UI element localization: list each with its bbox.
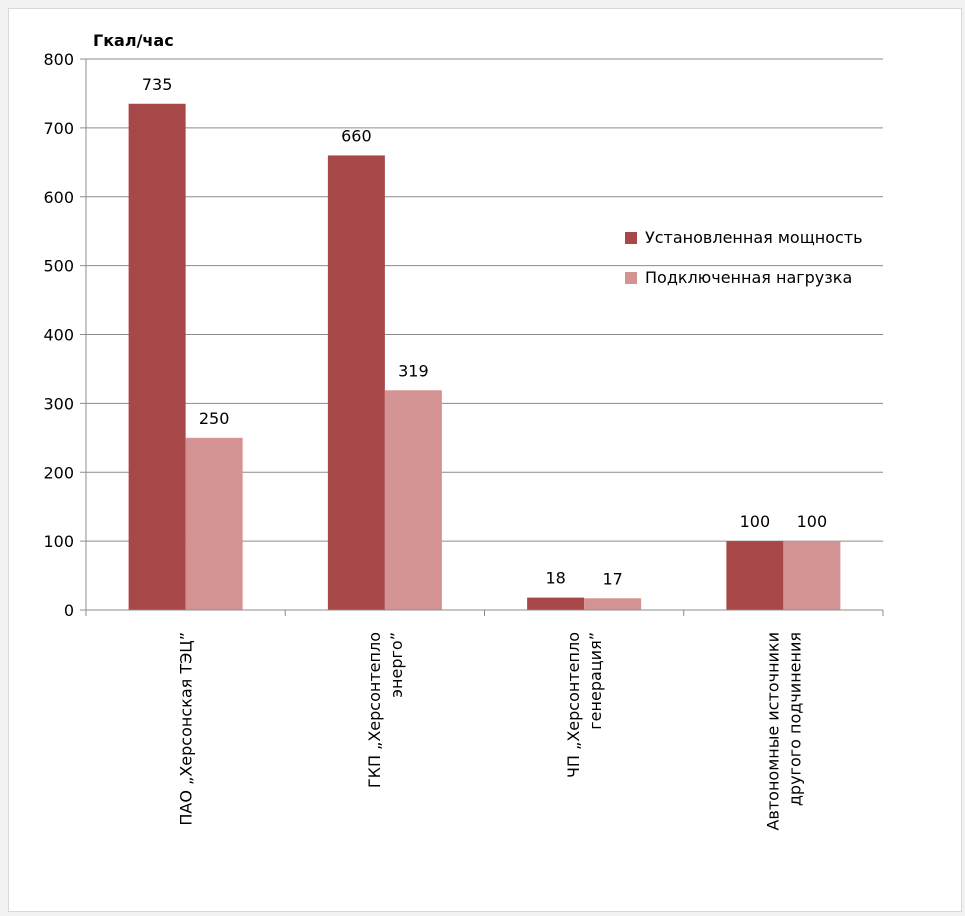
legend: Установленная мощность Подключенная нагру…	[625, 228, 863, 287]
data-labels: 735 250 660 319 18 17 100 100	[142, 75, 827, 589]
axes	[85, 59, 884, 616]
y-tick-label: 500	[43, 257, 74, 276]
bar	[384, 390, 442, 610]
bar	[185, 437, 243, 610]
legend-label: Подключенная нагрузка	[645, 268, 852, 287]
x-category-label: ГКП „Херсонтепло энерго”	[365, 632, 406, 788]
x-category-label-line: ЧП „Херсонтепло	[564, 632, 583, 778]
y-tick-labels: 0 100 200 300 400 500 600 700 800	[43, 50, 74, 620]
data-label: 250	[199, 409, 230, 428]
x-category-label-line: энерго”	[387, 632, 406, 698]
y-tick-label: 800	[43, 50, 74, 69]
bar	[783, 541, 841, 610]
bar	[726, 541, 784, 610]
bar-chart: 0 100 200 300 400 500 600 700 800 Гкал/час 735 25…	[43, 31, 884, 831]
data-label: 319	[398, 361, 429, 380]
bar	[584, 598, 642, 610]
y-tick-label: 100	[43, 532, 74, 551]
x-tick-labels: ПАО „Херсонская ТЭЦ” ГКП „Херсонтепло энер…	[177, 632, 805, 831]
bar	[327, 155, 385, 611]
y-tick-label: 300	[43, 394, 74, 413]
y-tick-label: 200	[43, 463, 74, 482]
y-axis-label: Гкал/час	[93, 31, 174, 50]
x-category-label: ПАО „Херсонская ТЭЦ”	[177, 632, 196, 826]
data-label: 100	[740, 512, 771, 531]
bars	[128, 103, 841, 611]
data-label: 660	[341, 126, 372, 145]
legend-swatch	[625, 232, 637, 244]
y-tick-label: 400	[43, 326, 74, 345]
x-category-label: ЧП „Херсонтепло генерация”	[564, 632, 605, 778]
y-tick-label: 0	[64, 601, 74, 620]
y-tick-label: 700	[43, 119, 74, 138]
data-label: 17	[602, 569, 622, 588]
x-category-label: Автономные источники другого подчинения	[763, 632, 804, 831]
legend-label: Установленная мощность	[645, 228, 863, 247]
data-label: 100	[797, 512, 828, 531]
x-category-label-line: генерация”	[586, 632, 605, 730]
y-tick-label: 600	[43, 188, 74, 207]
x-category-label-line: ГКП „Херсонтепло	[365, 632, 384, 788]
data-label: 735	[142, 75, 173, 94]
x-category-label-line: другого подчинения	[785, 632, 804, 806]
bar	[128, 103, 186, 611]
data-label: 18	[545, 569, 565, 588]
bar	[527, 597, 585, 610]
x-category-label-line: ПАО „Херсонская ТЭЦ”	[177, 632, 196, 826]
chart-frame: 0 100 200 300 400 500 600 700 800 Гкал/час 735 25…	[8, 8, 962, 912]
x-category-label-line: Автономные источники	[763, 632, 782, 831]
legend-swatch	[625, 272, 637, 284]
